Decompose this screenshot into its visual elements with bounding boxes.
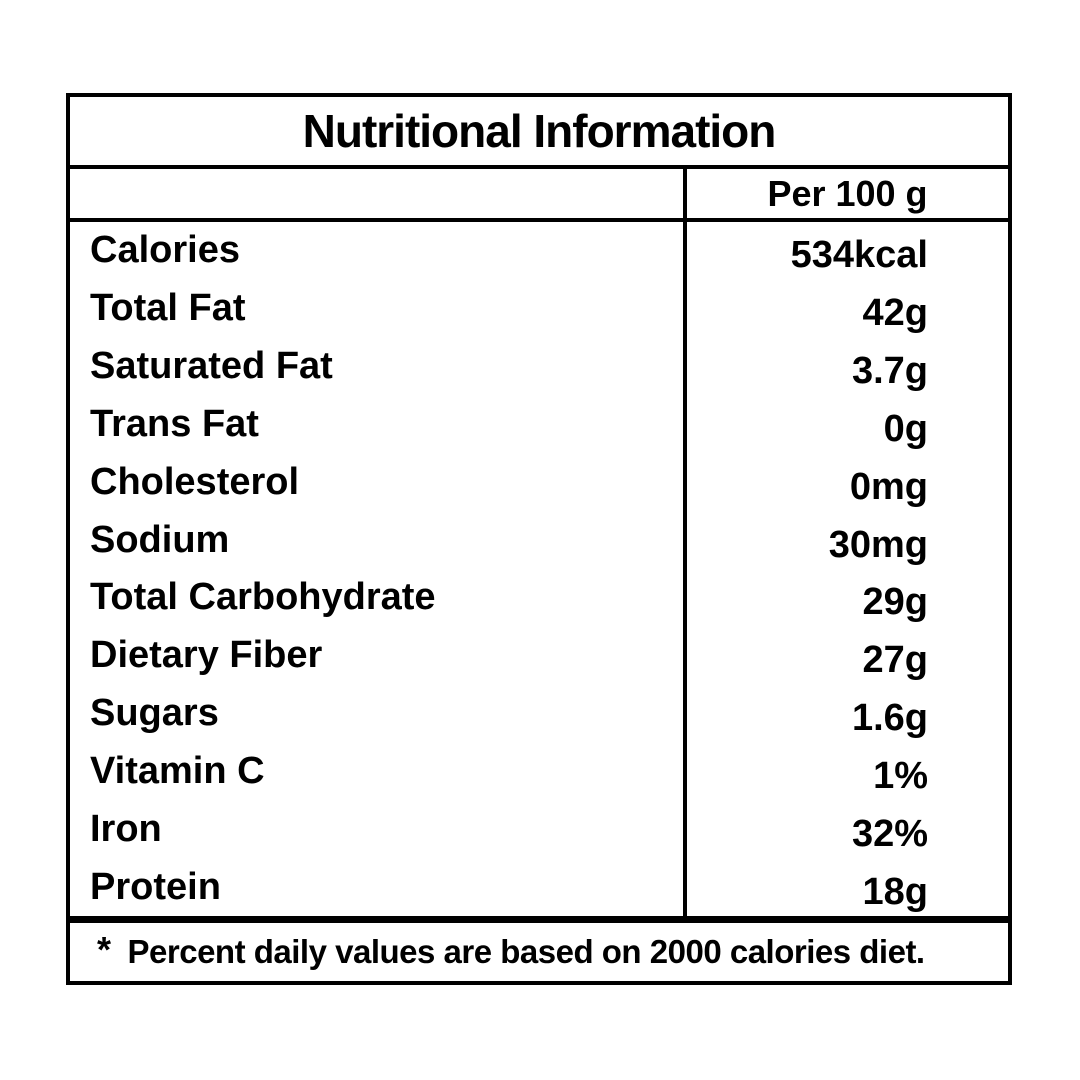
nutrient-value: 32% <box>851 812 928 855</box>
nutrient-value: 1.6g <box>851 697 928 740</box>
nutrient-row-saturated-fat: Saturated Fat 3.7g <box>70 337 1008 396</box>
header-empty-cell <box>70 169 683 218</box>
nutrient-name: Saturated Fat <box>90 345 333 388</box>
nutrient-value-cell: 0mg <box>683 453 1008 512</box>
nutrient-name: Protein <box>90 865 221 908</box>
nutrient-row-cholesterol: Cholesterol 0mg <box>70 453 1008 512</box>
footnote-asterisk: * <box>97 929 111 970</box>
nutrient-row-vitamin-c: Vitamin C 1% <box>70 742 1008 801</box>
daily-values-footnote: * Percent daily values are based on 2000… <box>70 916 1008 981</box>
nutrient-row-dietary-fiber: Dietary Fiber 27g <box>70 626 1008 685</box>
nutrient-row-sodium: Sodium 30mg <box>70 511 1008 569</box>
nutrient-rows: Calories 534kcal Total Fat 42g Saturated… <box>70 222 1008 916</box>
footnote-text: Percent daily values are based on 2000 c… <box>127 933 926 970</box>
nutrition-table: Nutritional Information Per 100 g Calori… <box>66 93 1012 985</box>
nutrient-value-cell: 0g <box>683 395 1008 454</box>
nutrient-row-total-fat: Total Fat 42g <box>70 279 1008 338</box>
nutrient-value: 42g <box>862 292 928 335</box>
nutrient-name: Sodium <box>90 518 230 561</box>
nutrient-value: 30mg <box>828 523 928 566</box>
per-100g-header-label: Per 100 g <box>767 172 928 214</box>
page-title: Nutritional Information <box>302 105 777 157</box>
nutrient-value: 0mg <box>849 465 928 508</box>
nutrient-row-iron: Iron 32% <box>70 800 1008 859</box>
nutrient-value: 18g <box>862 870 928 913</box>
nutrient-name: Calories <box>90 229 240 272</box>
nutrient-name: Sugars <box>90 692 219 735</box>
per-100g-header-cell: Per 100 g <box>683 169 1008 218</box>
nutrient-value-cell: 534kcal <box>683 222 1008 280</box>
nutrient-value: 29g <box>862 581 928 624</box>
nutrient-value-cell: 1.6g <box>683 684 1008 743</box>
nutrient-name: Cholesterol <box>90 460 300 503</box>
nutrient-row-sugars: Sugars 1.6g <box>70 684 1008 743</box>
nutrient-value-cell: 3.7g <box>683 337 1008 396</box>
nutrient-value: 0g <box>883 407 928 450</box>
nutrient-value: 3.7g <box>851 350 928 393</box>
nutrient-name: Total Carbohydrate <box>90 576 436 619</box>
nutrient-value-cell: 29g <box>683 568 1008 627</box>
nutrient-row-trans-fat: Trans Fat 0g <box>70 395 1008 454</box>
nutrient-row-protein: Protein 18g <box>70 858 1008 916</box>
nutrient-name: Vitamin C <box>90 749 265 792</box>
column-header-row: Per 100 g <box>70 169 1008 222</box>
nutrient-row-calories: Calories 534kcal <box>70 222 1008 280</box>
nutrient-name: Iron <box>90 807 162 850</box>
nutrient-value: 1% <box>873 754 928 797</box>
nutrient-name: Trans Fat <box>90 402 259 445</box>
nutrient-name: Dietary Fiber <box>90 634 323 677</box>
nutrient-value-cell: 32% <box>683 800 1008 859</box>
nutrient-name: Total Fat <box>90 287 246 330</box>
nutrient-value-cell: 18g <box>683 858 1008 916</box>
nutrient-value-cell: 42g <box>683 279 1008 338</box>
nutrient-value-cell: 27g <box>683 626 1008 685</box>
title-row: Nutritional Information <box>70 97 1008 169</box>
nutrient-value: 27g <box>862 639 928 682</box>
nutrient-value-cell: 30mg <box>683 511 1008 569</box>
nutrient-value: 534kcal <box>790 234 928 277</box>
nutrient-row-total-carbohydrate: Total Carbohydrate 29g <box>70 568 1008 627</box>
nutrient-value-cell: 1% <box>683 742 1008 801</box>
